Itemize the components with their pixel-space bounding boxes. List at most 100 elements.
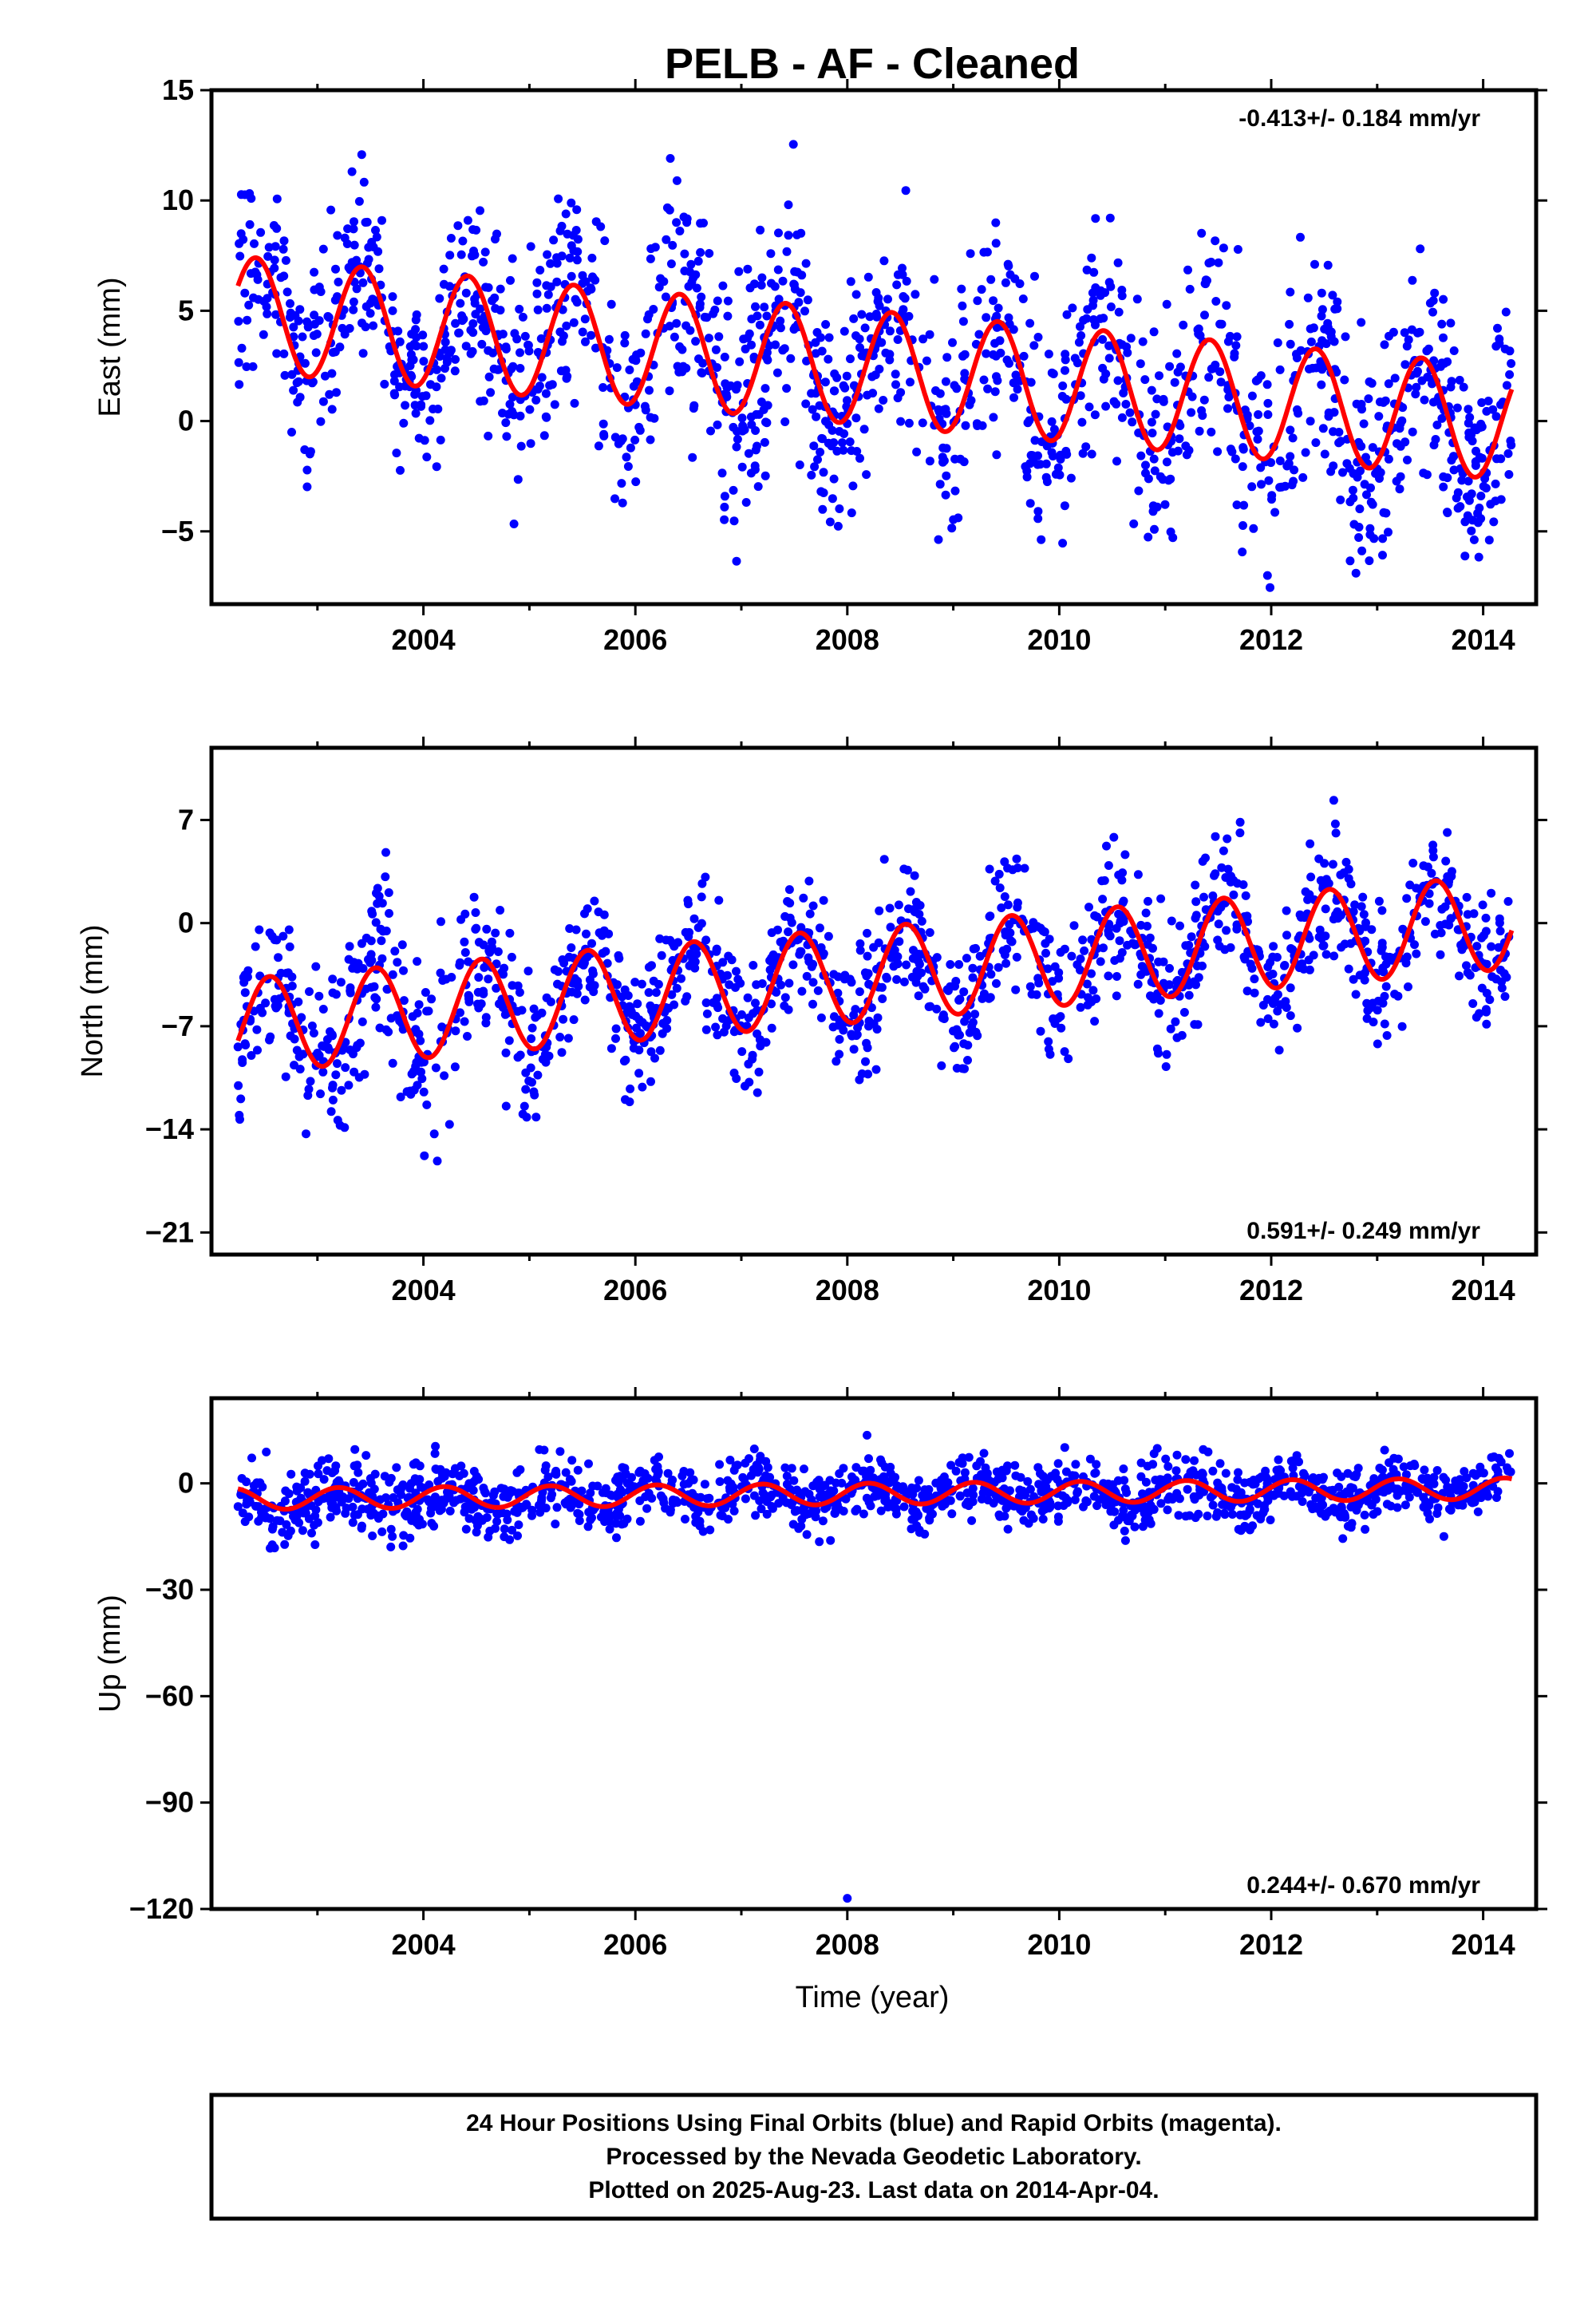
north-data-point: [808, 978, 818, 987]
north-data-point: [892, 974, 902, 984]
east-data-point: [1266, 583, 1274, 592]
north-data-point: [314, 991, 324, 1001]
north-data-point: [985, 912, 994, 921]
east-data-point: [1349, 493, 1358, 503]
north-data-point: [1092, 994, 1101, 1003]
east-data-point: [757, 273, 767, 283]
up-data-point: [354, 1468, 363, 1477]
north-data-point: [1427, 868, 1436, 878]
north-data-point: [1420, 917, 1430, 927]
north-data-point: [397, 940, 407, 950]
north-data-point: [360, 1069, 369, 1079]
north-data-point: [1184, 990, 1194, 1000]
up-data-points: [233, 1430, 1515, 1903]
up-data-point: [610, 1511, 619, 1520]
east-data-point: [456, 298, 465, 308]
up-data-point: [1367, 1500, 1377, 1510]
east-data-point: [1318, 424, 1328, 433]
east-data-point: [371, 226, 380, 235]
east-data-point: [1106, 302, 1116, 311]
up-data-point: [1038, 1472, 1048, 1481]
up-data-point: [555, 1447, 565, 1456]
up-data-point: [914, 1476, 923, 1485]
north-y-tick-label: −21: [145, 1215, 194, 1248]
east-data-point: [259, 330, 268, 339]
north-data-point: [328, 1081, 338, 1090]
east-data-point: [930, 275, 939, 284]
north-data-point: [804, 876, 814, 886]
north-data-point: [1428, 840, 1438, 850]
north-data-point: [1102, 841, 1111, 851]
east-data-point: [1230, 352, 1239, 362]
up-data-point: [586, 1488, 595, 1498]
up-data-point: [864, 1454, 873, 1464]
east-data-point: [1084, 402, 1094, 412]
east-data-point: [1033, 333, 1043, 342]
north-data-point: [422, 1100, 432, 1109]
east-data-point: [358, 349, 368, 358]
east-data-point: [810, 462, 820, 472]
up-data-point: [693, 1508, 703, 1517]
east-data-point: [526, 439, 535, 449]
north-data-point: [290, 1061, 298, 1070]
east-data-point: [1184, 445, 1194, 455]
east-data-point: [552, 259, 562, 268]
east-data-point: [891, 380, 900, 389]
north-data-point: [799, 893, 808, 903]
north-data-point: [861, 1057, 870, 1066]
up-x-tick-label: 2004: [392, 1928, 456, 1961]
east-data-point: [1395, 424, 1404, 433]
east-data-point: [859, 425, 869, 434]
north-data-point: [402, 1087, 412, 1097]
north-data-point: [1104, 861, 1113, 870]
north-data-point: [784, 978, 794, 988]
north-data-point: [587, 939, 596, 948]
east-data-point: [816, 487, 826, 496]
north-data-point: [287, 982, 297, 990]
up-data-point: [839, 1507, 848, 1516]
north-data-point: [1500, 992, 1510, 1002]
east-data-point: [535, 266, 545, 275]
east-data-point: [1460, 551, 1470, 561]
north-data-point: [1410, 940, 1419, 950]
north-data-point: [1269, 942, 1278, 951]
east-data-point: [1336, 495, 1345, 504]
north-data-point: [1006, 936, 1016, 946]
east-data-point: [1099, 374, 1108, 384]
up-data-point: [1221, 1468, 1231, 1478]
east-data-point: [935, 480, 945, 489]
east-data-point: [1447, 456, 1456, 465]
east-y-tick-label: 10: [162, 184, 194, 216]
east-data-point: [1273, 338, 1282, 347]
up-data-point: [1400, 1500, 1410, 1510]
east-data-point: [790, 267, 800, 276]
north-data-point: [328, 974, 338, 984]
up-data-point: [1161, 1454, 1171, 1464]
up-data-point: [262, 1447, 271, 1456]
east-data-point: [797, 271, 807, 280]
east-data-point: [1245, 421, 1254, 430]
north-data-point: [479, 989, 488, 998]
east-data-point: [686, 259, 696, 269]
east-data-point: [1437, 413, 1447, 423]
east-data-point: [310, 267, 319, 277]
east-data-point: [1104, 354, 1114, 363]
up-data-point: [472, 1472, 481, 1481]
east-data-point: [1270, 508, 1280, 517]
east-data-point: [440, 345, 450, 354]
east-data-point: [271, 242, 280, 251]
east-data-point: [361, 218, 370, 227]
east-data-point: [1439, 333, 1448, 342]
north-data-point: [1141, 908, 1151, 918]
up-data-point: [566, 1503, 575, 1512]
up-data-point: [789, 1476, 799, 1485]
east-data-point: [1026, 377, 1036, 387]
up-data-point: [705, 1525, 715, 1535]
north-data-point: [307, 1022, 317, 1030]
north-data-point: [493, 947, 503, 956]
east-data-point: [432, 365, 441, 374]
east-data-point: [1187, 408, 1196, 417]
east-data-point: [1286, 452, 1295, 461]
east-data-point: [374, 264, 384, 274]
north-data-point: [285, 942, 294, 951]
